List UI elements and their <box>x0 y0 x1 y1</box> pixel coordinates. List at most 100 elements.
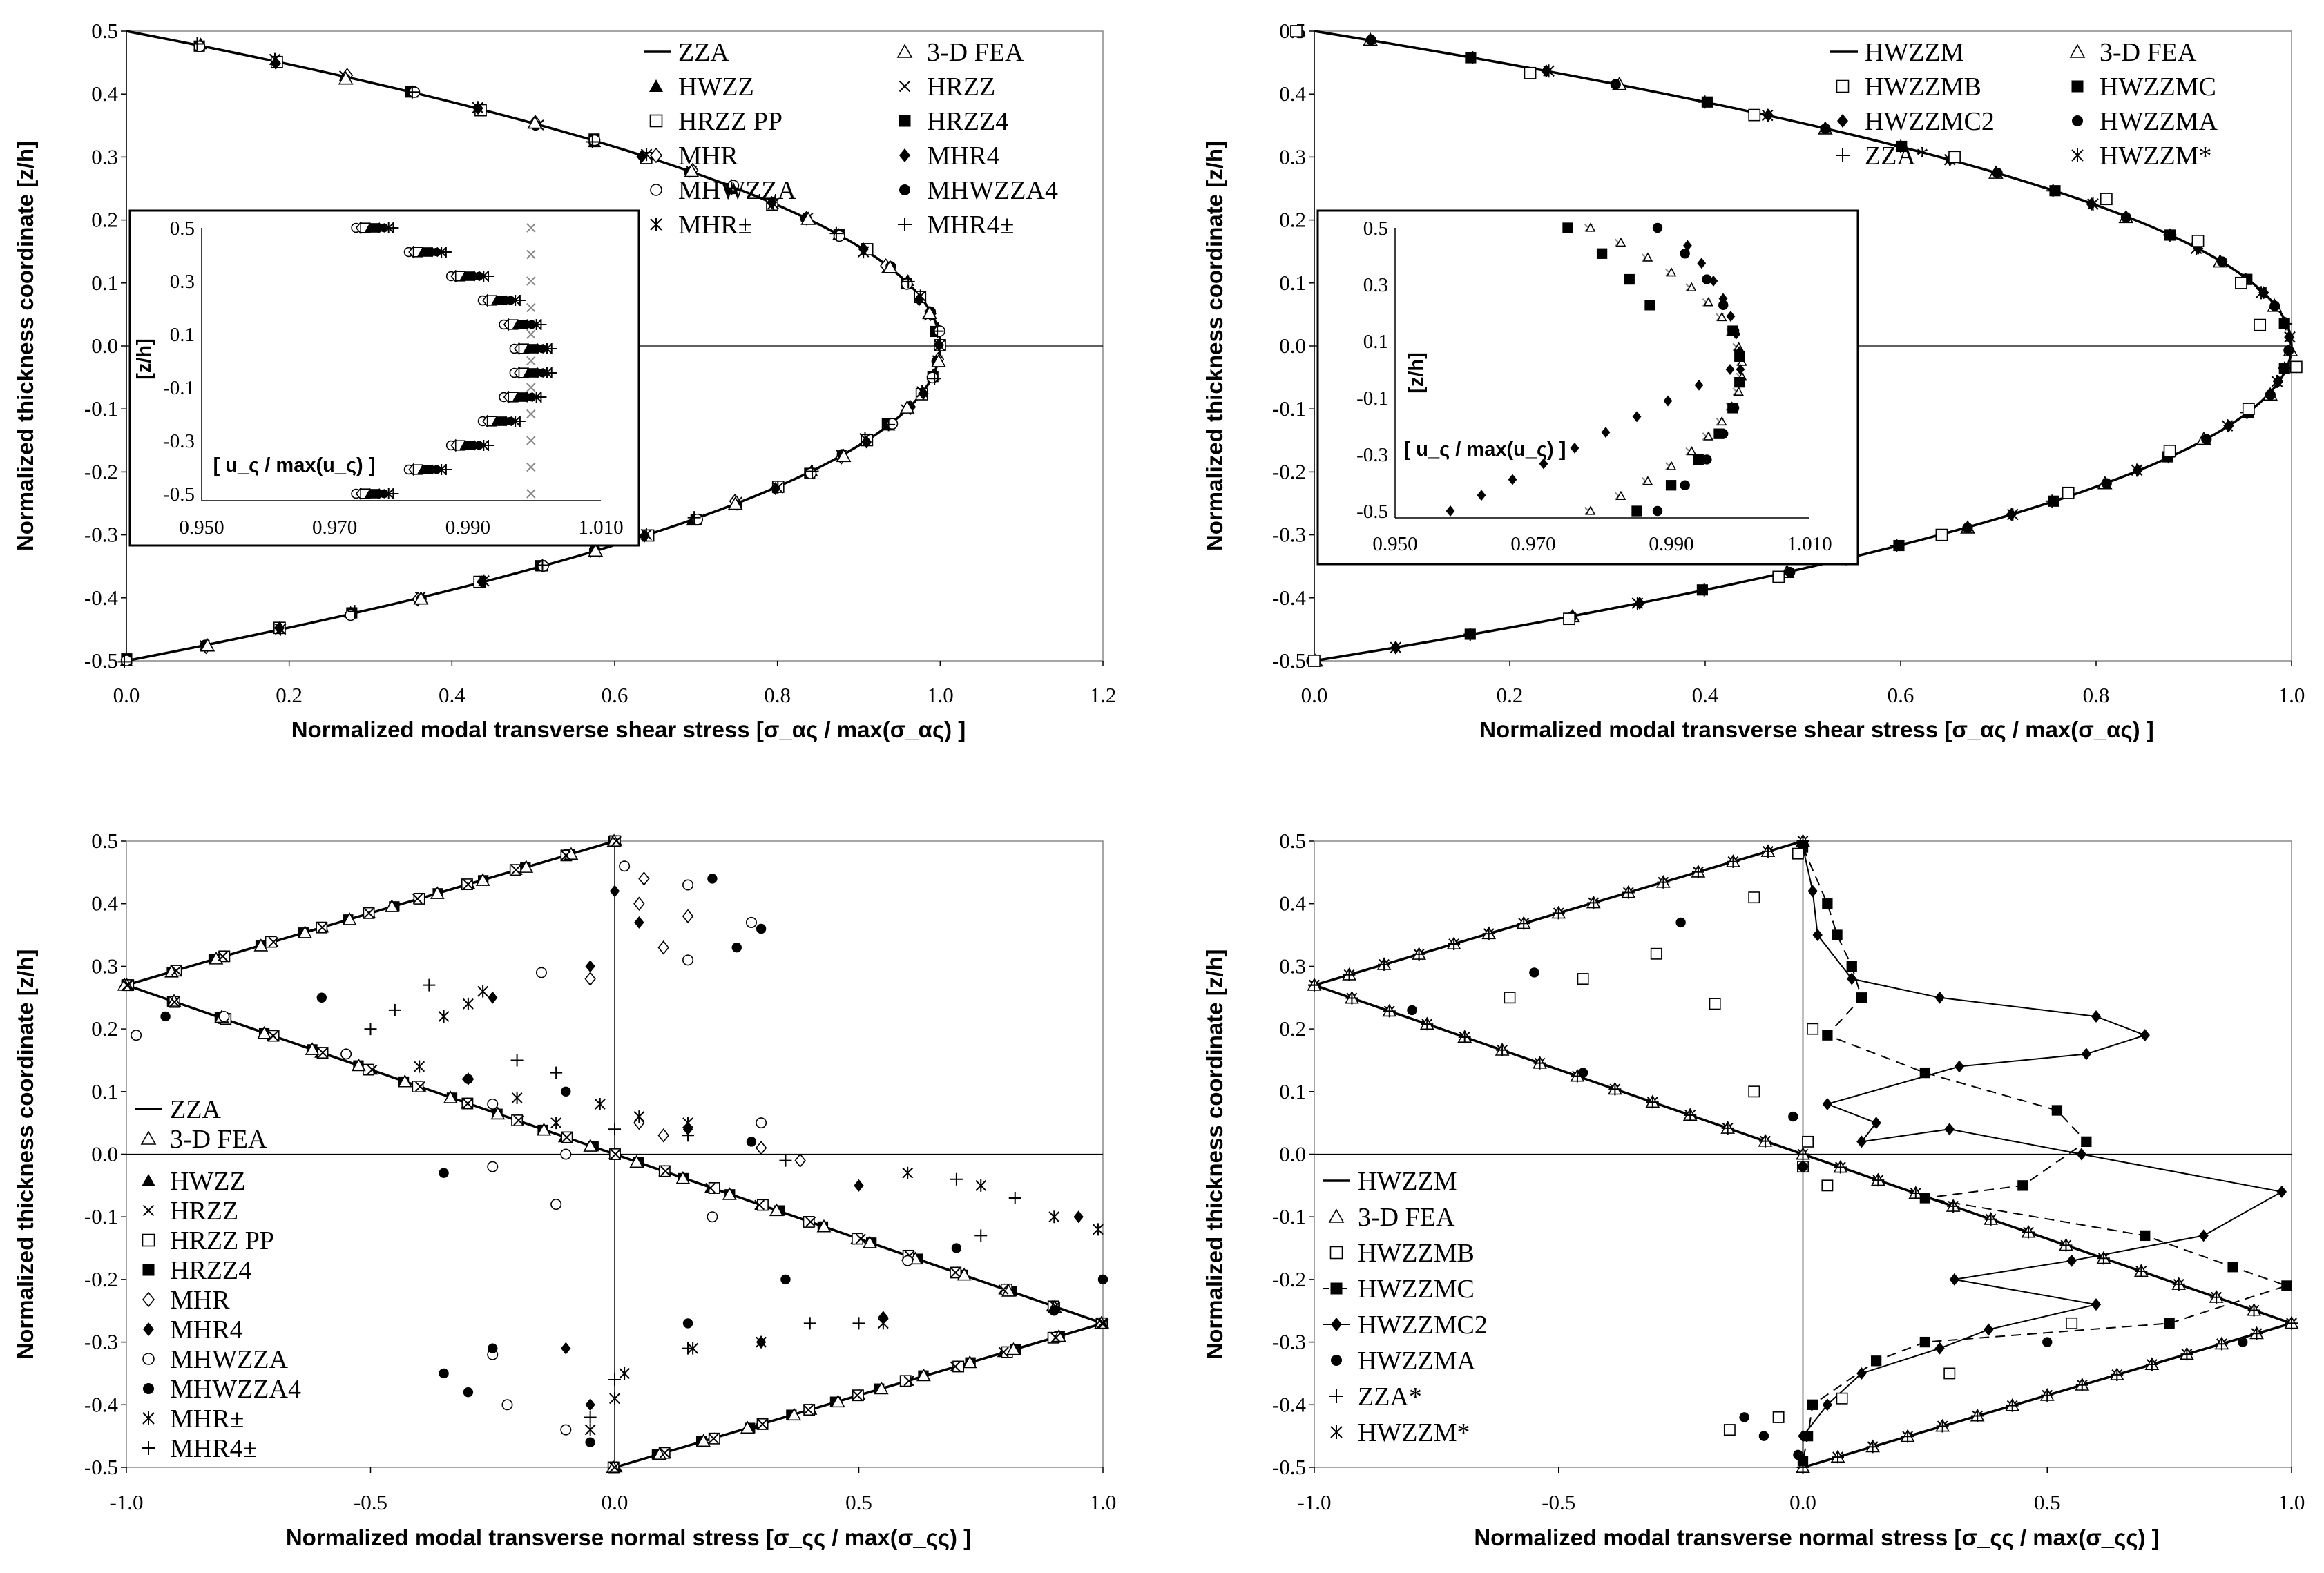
data-point-zza <box>922 305 937 320</box>
legend-label: HWZZMC <box>1358 1275 1475 1304</box>
data-point <box>462 1098 473 1109</box>
data-point <box>585 960 595 973</box>
data-point <box>852 1390 863 1401</box>
legend-marker <box>142 1264 155 1276</box>
legend-marker <box>1837 114 1848 128</box>
inset-point <box>506 296 515 305</box>
inset-point <box>514 416 526 427</box>
inset-point-hwzzmc2 <box>1663 395 1673 407</box>
legend-label: MHR4± <box>170 1434 257 1463</box>
data-point-hwzzmb <box>1524 66 1537 79</box>
data-point <box>584 1423 596 1436</box>
data-point <box>1343 968 1356 981</box>
legend-label: HWZZMA <box>1358 1347 1477 1376</box>
y-tick-label: -0.1 <box>84 1204 118 1228</box>
data-point-hwzzmb <box>1748 891 1760 904</box>
data-point-hwzzmc <box>1856 992 1867 1003</box>
data-point <box>1657 876 1670 889</box>
data-point <box>854 1179 864 1192</box>
data-point <box>385 899 399 912</box>
data-point-mhr- <box>767 197 779 211</box>
data-point <box>619 1367 631 1380</box>
x-tick-label: 0.8 <box>764 683 791 707</box>
data-point <box>510 865 521 876</box>
data-point <box>787 1407 802 1421</box>
data-point <box>1049 1306 1059 1316</box>
inset-point-hwzzma <box>1718 428 1729 439</box>
inset-point-hrzz <box>526 249 536 260</box>
data-point-hwzzmb <box>1948 151 1961 164</box>
data-point <box>1050 1332 1062 1343</box>
data-point <box>740 1420 755 1434</box>
legend-marker <box>896 44 913 58</box>
legend-label: HRZZ PP <box>170 1226 274 1255</box>
data-point-hwzzmb <box>1709 998 1721 1010</box>
x-tick-label: -0.5 <box>354 1490 387 1514</box>
data-point <box>305 1042 320 1055</box>
data-point-mhr4- <box>687 511 701 525</box>
x-axis-title: Normalized modal transverse shear stress… <box>291 717 966 742</box>
data-point <box>682 909 694 924</box>
legend-label: MHR± <box>678 211 752 240</box>
legend-marker <box>1331 1355 1342 1366</box>
legend-marker <box>1330 1282 1343 1295</box>
data-point <box>2265 389 2276 401</box>
data-point-hwzzmc2 <box>2140 1029 2150 1042</box>
inset-x-title: [ u_ς / max(u_ς) ] <box>213 454 376 476</box>
data-point <box>754 1199 765 1210</box>
inset-point <box>546 343 557 354</box>
data-point <box>1608 1083 1622 1096</box>
data-point <box>594 1097 606 1110</box>
data-point <box>756 1117 767 1129</box>
inset-point-hrzz <box>526 462 536 472</box>
data-point <box>513 1115 524 1126</box>
data-point <box>1533 1056 1546 1070</box>
data-point-zza <box>200 637 215 652</box>
inset-point <box>379 223 389 233</box>
data-point <box>704 1183 716 1193</box>
legend-label: ZZA <box>678 38 729 67</box>
data-point <box>253 938 269 952</box>
data-point <box>1517 917 1530 930</box>
data-point-mhr- <box>934 338 945 352</box>
inset-point <box>474 441 483 450</box>
inset-point-hwzzmc2 <box>1735 346 1744 358</box>
data-point-hwzzmb <box>2062 486 2075 499</box>
inset-point-hwzzmc2 <box>1709 275 1718 287</box>
inset-x-tick-label: 1.010 <box>1787 533 1832 555</box>
inset-y-tick-label: -0.3 <box>163 430 195 452</box>
data-point <box>1610 79 1621 90</box>
data-point <box>1646 1096 1659 1109</box>
data-point <box>951 1243 962 1253</box>
legend-label: HRZZ <box>927 73 995 102</box>
data-point <box>2255 286 2267 300</box>
y-tick-label: -0.5 <box>1272 1455 1306 1479</box>
data-point <box>461 1072 474 1085</box>
x-tick-label: 1.2 <box>1090 683 1117 707</box>
inset-x-tick-label: 0.990 <box>445 517 490 539</box>
data-point-hwzzmb <box>1821 1179 1834 1192</box>
data-point <box>756 1335 767 1349</box>
y-tick-label: 0.0 <box>1279 1142 1306 1166</box>
data-point-zza <box>338 70 354 85</box>
data-point <box>1073 1210 1084 1224</box>
y-tick-label: 0.4 <box>91 81 118 106</box>
data-point-mhr4- <box>535 559 549 572</box>
inset-point-hwzzmc2 <box>1731 328 1741 340</box>
data-point <box>1796 1148 1809 1161</box>
data-point-mhr4- <box>586 135 599 149</box>
data-point <box>877 1317 889 1330</box>
data-point-mhwzza <box>537 560 549 572</box>
legend-marker <box>142 1233 155 1247</box>
data-point <box>609 1462 620 1473</box>
inset-point-hwzzmc <box>1624 273 1635 285</box>
x-tick-label: -1.0 <box>109 1490 143 1514</box>
inset-point <box>1642 252 1653 262</box>
inset-point <box>432 247 441 257</box>
data-point <box>2075 1378 2088 1391</box>
data-point <box>122 980 133 991</box>
data-point <box>1962 522 1973 533</box>
data-point-zza <box>588 543 604 557</box>
data-point <box>1378 958 1391 971</box>
data-point <box>169 996 180 1007</box>
